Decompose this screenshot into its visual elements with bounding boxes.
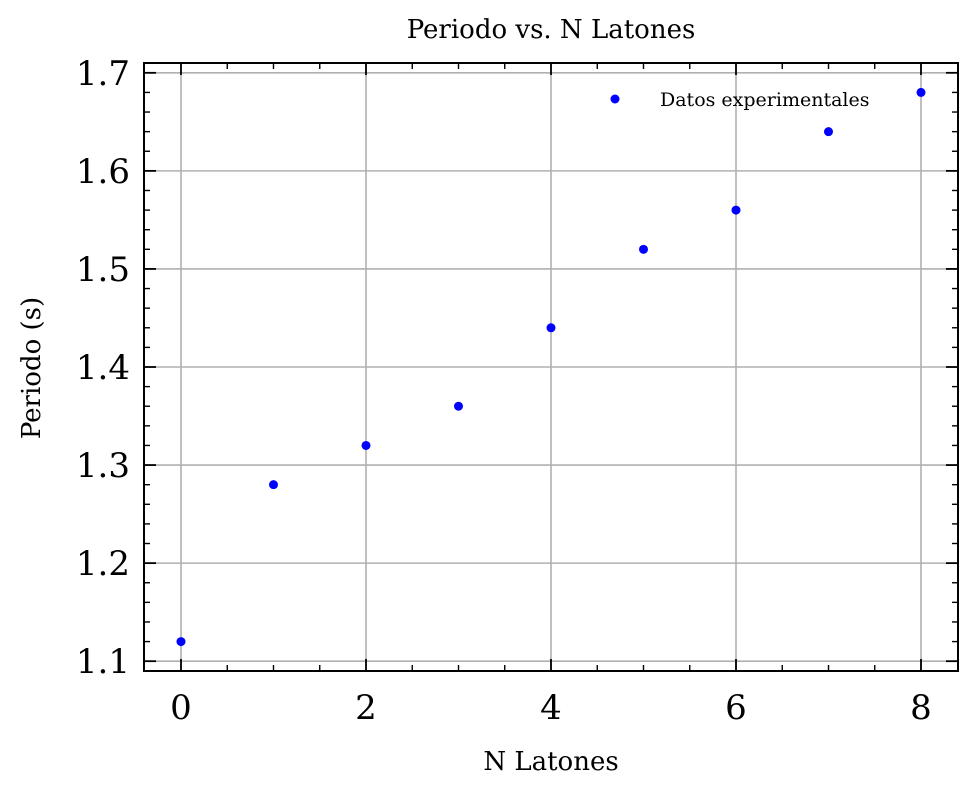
x-tick-label: 8 [910, 688, 932, 728]
legend-marker [610, 94, 620, 104]
data-point [546, 323, 556, 333]
data-point [824, 127, 833, 137]
y-tick-label: 1.4 [76, 348, 130, 388]
data-point [454, 401, 463, 411]
legend-label: Datos experimentales [660, 89, 869, 111]
x-tick-label: 2 [355, 688, 377, 728]
data-point [176, 637, 186, 647]
x-tick-label: 6 [725, 688, 747, 728]
x-axis-label: N Latones [483, 747, 618, 777]
y-tick-label: 1.1 [76, 642, 130, 682]
x-tick-label: 0 [170, 688, 192, 728]
plot-frame [143, 62, 959, 672]
data-point [639, 244, 648, 254]
y-tick-label: 1.7 [76, 54, 130, 94]
x-tick-labels: 0 2 4 6 8 [170, 688, 932, 728]
data-points [176, 87, 926, 647]
y-tick-label: 1.2 [76, 544, 130, 584]
y-tick-label: 1.3 [76, 446, 130, 486]
y-tick-label: 1.5 [76, 250, 130, 290]
y-tick-label: 1.6 [76, 152, 130, 192]
data-point [361, 440, 371, 450]
major-ticks [144, 63, 958, 671]
legend: Datos experimentales [610, 89, 869, 111]
data-point [731, 205, 741, 215]
x-tick-label: 4 [540, 688, 562, 728]
y-tick-labels: 1.1 1.2 1.3 1.4 1.5 1.6 1.7 [76, 54, 130, 682]
data-point [269, 480, 278, 490]
y-axis-label: Periodo (s) [17, 297, 47, 439]
chart-title: Periodo vs. N Latones [407, 15, 696, 45]
data-point [916, 87, 926, 97]
